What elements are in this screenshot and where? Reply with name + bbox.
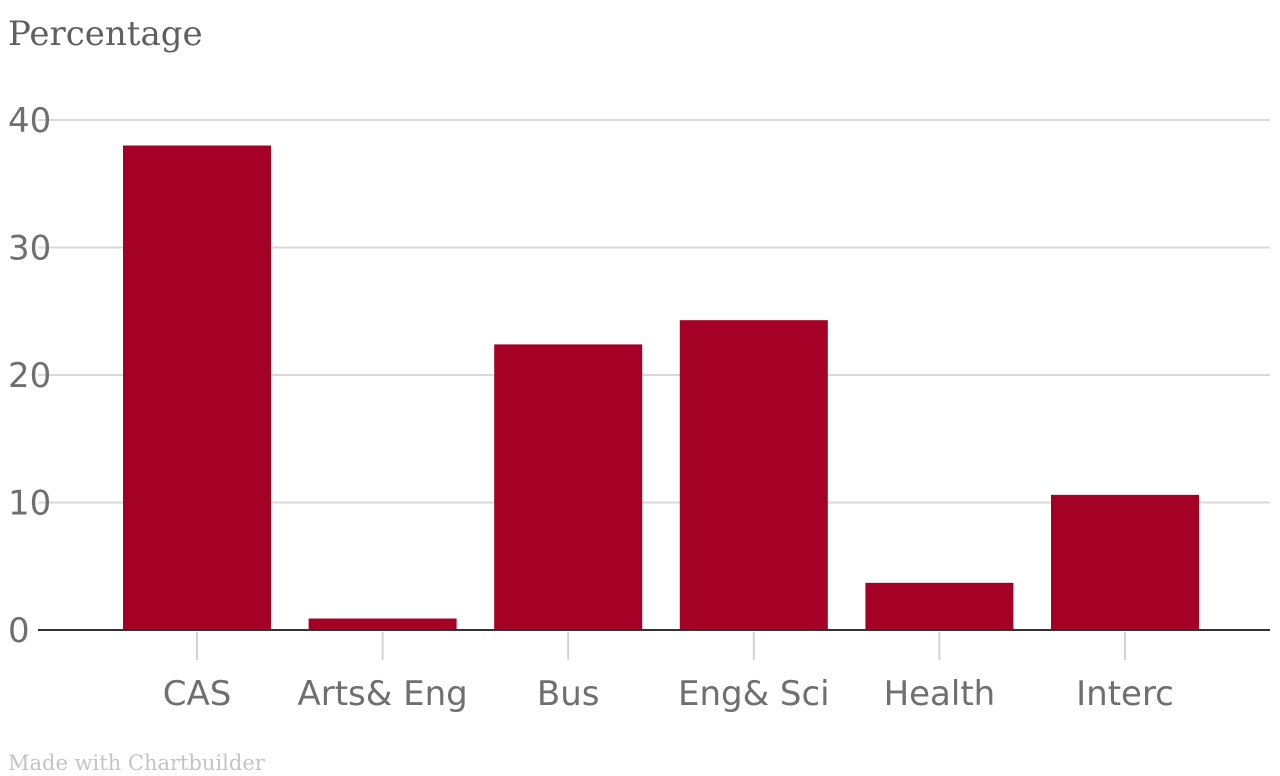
- x-axis: CAS Arts& Eng Bus Eng& Sci Health Interc: [38, 629, 1270, 714]
- x-tick-label: Arts& Eng: [297, 674, 467, 714]
- bar-health: [865, 582, 1014, 630]
- bar-cas: [123, 145, 271, 630]
- y-tick-label: 0: [8, 611, 30, 651]
- x-tick-label: Eng& Sci: [678, 674, 830, 714]
- bar-eng-sci: [679, 320, 828, 630]
- y-tick-label: 30: [8, 229, 51, 269]
- x-tick-label: CAS: [163, 674, 232, 714]
- y-axis-ticks: 0 10 20 30 40: [8, 101, 51, 651]
- y-tick-label: 20: [8, 356, 51, 396]
- y-tick-label: 40: [8, 101, 51, 141]
- y-axis-label: Percentage: [8, 14, 203, 54]
- x-tick-label: Health: [884, 674, 996, 714]
- x-tick-label: Interc: [1076, 674, 1174, 714]
- y-tick-label: 10: [8, 484, 51, 524]
- bar-bus: [494, 344, 643, 630]
- x-tick-label: Bus: [537, 674, 600, 714]
- bar-arts-eng: [308, 618, 457, 630]
- bars: [123, 145, 1199, 630]
- bar-interc: [1051, 494, 1199, 630]
- credit-text: Made with Chartbuilder: [8, 751, 266, 775]
